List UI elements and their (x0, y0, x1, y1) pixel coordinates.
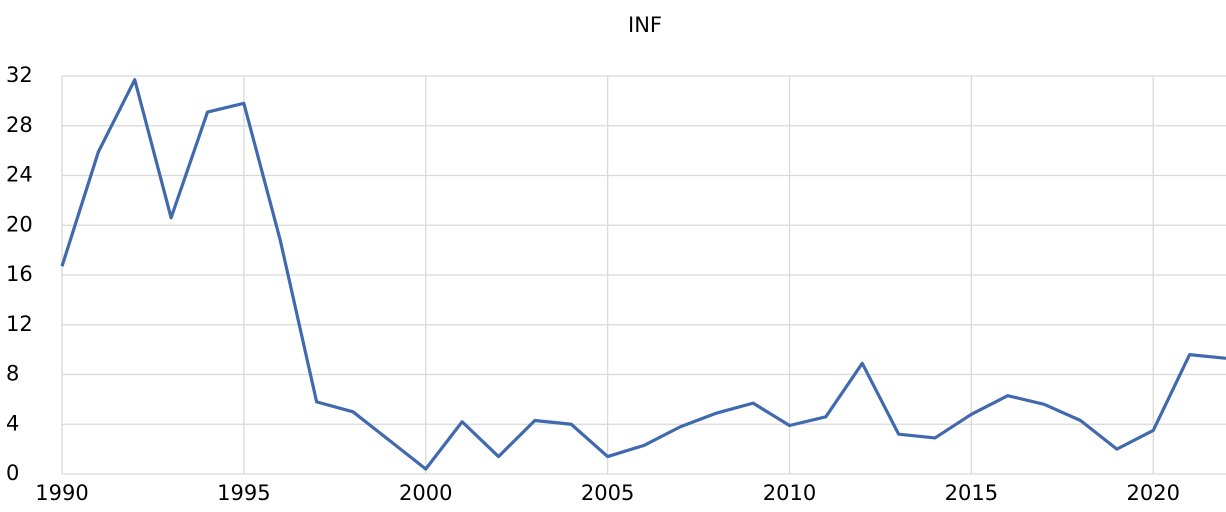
y-tick-label: 16 (6, 262, 33, 286)
y-tick-label: 4 (6, 411, 19, 435)
data-line (60, 78, 1226, 471)
y-tick-label: 24 (6, 163, 33, 187)
chart-title: INF (628, 13, 662, 37)
y-tick-label: 20 (6, 212, 33, 236)
y-tick-label: 12 (6, 312, 33, 336)
y-tick-label: 32 (6, 63, 33, 87)
x-tick-label: 2010 (763, 481, 816, 505)
x-tick-label: 2005 (581, 481, 634, 505)
x-tick-label: 1990 (35, 481, 88, 505)
x-tick-label: 2015 (945, 481, 998, 505)
x-tick-label: 2020 (1127, 481, 1180, 505)
y-tick-label: 28 (6, 113, 33, 137)
y-tick-label: 8 (6, 362, 19, 386)
x-tick-label: 2000 (399, 481, 452, 505)
x-tick-label: 1995 (217, 481, 270, 505)
y-tick-label: 0 (6, 461, 19, 485)
